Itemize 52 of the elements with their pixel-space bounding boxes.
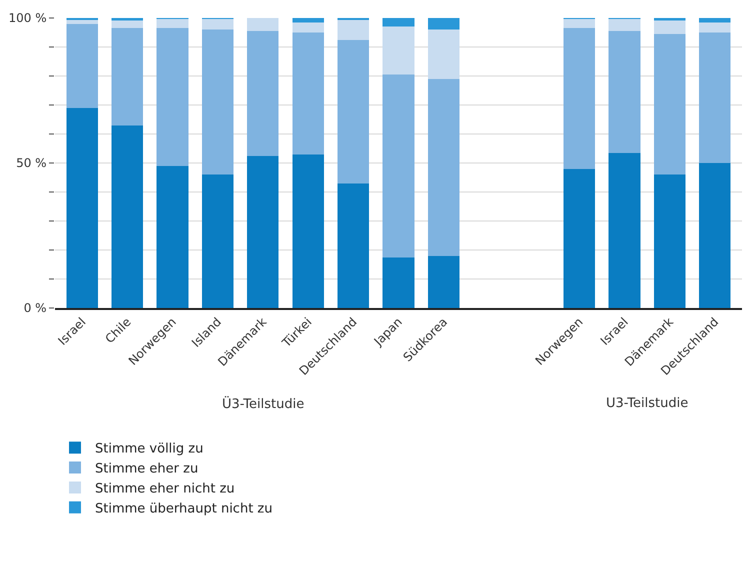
- y-tick-label: 100 %: [8, 11, 47, 26]
- bar: [156, 28, 188, 166]
- y-tick-label: 50 %: [16, 156, 47, 170]
- bar: [428, 78, 460, 256]
- bar: [608, 31, 640, 153]
- bar: [156, 18, 188, 28]
- bar: [156, 166, 188, 308]
- bar: [428, 18, 460, 30]
- bar: [699, 22, 731, 32]
- bar: [382, 257, 414, 308]
- bar: [292, 22, 324, 32]
- bar: [202, 174, 234, 308]
- bar: [608, 18, 640, 32]
- bar: [654, 34, 686, 175]
- bar: [247, 31, 279, 156]
- legend-label: Stimme überhaupt nicht zu: [95, 501, 272, 516]
- bar: [699, 163, 731, 308]
- bar: [292, 18, 324, 22]
- bar: [608, 152, 640, 308]
- bar: [202, 30, 234, 175]
- bar: [337, 40, 370, 184]
- bar: [247, 156, 279, 308]
- bar: [428, 30, 460, 79]
- text: Ü3-Teilstudie: [222, 396, 304, 412]
- legend-label: Stimme eher nicht zu: [95, 482, 235, 497]
- bar: [699, 18, 731, 22]
- legend-label: Stimme eher zu: [95, 462, 198, 477]
- bar: [563, 18, 596, 28]
- bar: [563, 28, 596, 169]
- bar: [112, 28, 144, 126]
- bar: [382, 74, 414, 258]
- bar: [563, 168, 596, 308]
- bar: [337, 19, 370, 40]
- bar: [337, 183, 370, 308]
- y-tick-label: 0 %: [24, 301, 47, 316]
- bar: [292, 154, 324, 308]
- legend-label: Stimme völlig zu: [95, 442, 204, 457]
- bar: [66, 24, 98, 108]
- bar: [382, 26, 414, 75]
- text: U3-Teilstudie: [606, 396, 688, 411]
- bar: [66, 19, 98, 24]
- bar: [654, 20, 686, 34]
- bar: [66, 108, 98, 308]
- bar: [292, 32, 324, 154]
- bar: [202, 18, 234, 30]
- bar: [112, 125, 144, 308]
- bar: [428, 256, 460, 308]
- bar: [112, 20, 144, 28]
- bar: [654, 174, 686, 308]
- bar: [382, 18, 414, 27]
- bar: [247, 18, 279, 32]
- bar: [699, 32, 731, 163]
